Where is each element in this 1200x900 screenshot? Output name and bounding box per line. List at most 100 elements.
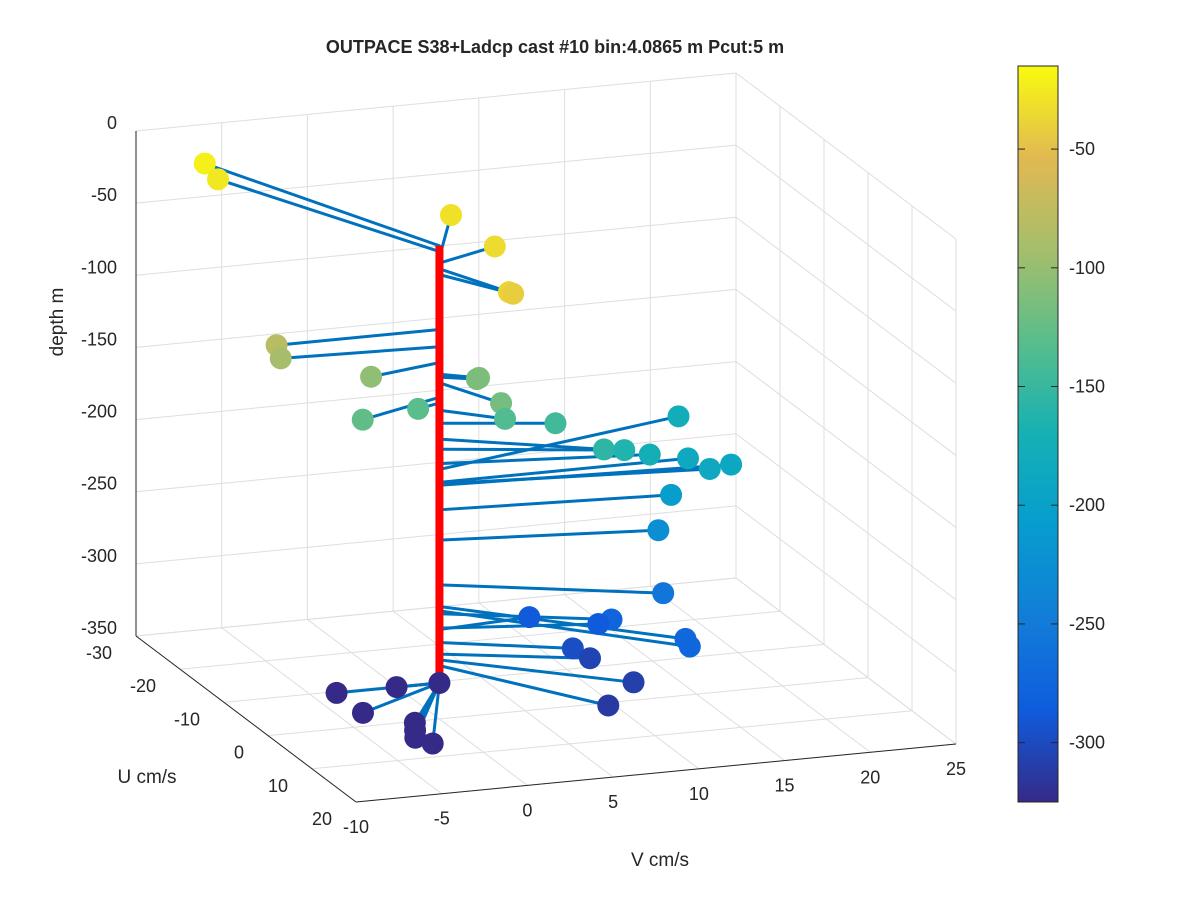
- axes-grid: [135, 72, 957, 803]
- back-wall-gridline-z: [135, 144, 737, 204]
- velocity-vector-line: [275, 327, 441, 347]
- velocity-marker: [465, 368, 488, 391]
- velocity-vector-line: [437, 664, 610, 707]
- velocity-marker: [677, 447, 699, 470]
- velocity-marker: [597, 694, 620, 717]
- velocity-vector-line: [437, 463, 733, 487]
- x-axis-line: [355, 743, 957, 803]
- colorbar-tick-label: -150: [1069, 377, 1105, 397]
- z-tick-label: -200: [81, 402, 117, 422]
- velocity-marker: [544, 412, 567, 435]
- velocity-marker: [587, 613, 610, 636]
- velocity-marker: [667, 405, 690, 428]
- velocity-marker: [622, 671, 645, 694]
- velocity-marker: [483, 235, 506, 258]
- floor-gridline-u: [267, 677, 869, 737]
- y-axis-line: [135, 635, 357, 803]
- plot-area: [193, 152, 743, 755]
- velocity-vector-line: [437, 604, 687, 641]
- velocity-vector-line: [361, 681, 441, 715]
- velocity-vector-line: [437, 528, 660, 542]
- colorbar: -50 -100 -150 -200 -250 -300: [1017, 65, 1105, 803]
- velocity-marker: [385, 676, 408, 699]
- z-tick-label: -250: [81, 474, 117, 494]
- z-tick-label: -150: [81, 329, 117, 349]
- velocity-marker: [720, 453, 743, 476]
- y-tick-label: -30: [86, 643, 112, 663]
- chart-title: OUTPACE S38+Ladcp cast #10 bin:4.0865 m …: [326, 37, 784, 57]
- floor-gridline-v: [392, 610, 614, 778]
- right-wall-gridline-z: [735, 289, 957, 456]
- back-wall-gridline-z: [135, 72, 737, 132]
- colorbar-tick-label: -200: [1069, 495, 1105, 515]
- y-tick-label: 0: [234, 743, 244, 763]
- velocity-marker: [502, 282, 525, 305]
- z-tick-label: -50: [91, 185, 117, 205]
- velocity-marker: [678, 635, 701, 658]
- y-tick-label: -20: [130, 676, 156, 696]
- velocity-marker: [351, 408, 374, 431]
- velocity-vector-line: [437, 408, 507, 421]
- z-tick-label: -100: [81, 257, 117, 277]
- velocity-marker: [404, 726, 427, 749]
- x-tick-label: -10: [343, 817, 369, 837]
- velocity-marker: [360, 365, 383, 388]
- velocity-marker: [325, 681, 348, 704]
- floor-gridline-v: [221, 627, 443, 795]
- y-tick-label: 10: [268, 776, 288, 796]
- velocity-marker: [592, 438, 615, 461]
- velocity-vector-line: [203, 162, 441, 248]
- velocity-marker: [638, 443, 661, 466]
- velocity-vector-line: [437, 622, 600, 630]
- x-tick-label: 20: [860, 767, 880, 787]
- x-tick-label: 10: [689, 784, 709, 804]
- colorbar-strip: [1017, 65, 1059, 803]
- floor-gridline-u: [311, 710, 913, 770]
- velocity-marker: [613, 439, 636, 462]
- x-tick-label: 15: [775, 776, 795, 796]
- z-axis-label: depth m: [47, 288, 68, 357]
- velocity-vector-line: [437, 609, 692, 649]
- velocity-marker: [647, 519, 670, 542]
- velocity-vector-line: [437, 615, 531, 632]
- x-axis-label: V cm/s: [631, 850, 689, 871]
- velocity-marker: [440, 203, 463, 226]
- colorbar-tick-label: -50: [1069, 139, 1095, 159]
- floor-gridline-v: [649, 585, 871, 753]
- velocity-vector-line: [361, 395, 441, 422]
- right-wall-gridline-z: [735, 361, 957, 528]
- x-tick-label: 25: [946, 759, 966, 779]
- velocity-marker: [660, 483, 683, 506]
- right-wall-gridline-z: [735, 433, 957, 601]
- z-tick-label: -300: [81, 546, 117, 566]
- velocity-vector-line: [437, 414, 681, 471]
- velocity-marker: [421, 732, 444, 755]
- velocity-marker: [193, 152, 216, 175]
- velocity-vector-line: [369, 361, 441, 379]
- velocity-vector-line: [437, 437, 606, 451]
- colorbar-tick-label: -100: [1069, 258, 1105, 278]
- velocity-marker: [518, 606, 541, 629]
- velocity-marker: [269, 347, 292, 370]
- velocity-vector-line: [437, 641, 575, 650]
- right-wall-gridline-z: [735, 577, 957, 745]
- floor-gridline-v: [307, 619, 528, 786]
- velocity-vector-line: [216, 177, 441, 254]
- colorbar-tick-label: -300: [1069, 733, 1105, 753]
- z-tick-label: 0: [107, 113, 117, 133]
- velocity-marker: [351, 701, 374, 724]
- right-wall-gridline-z: [735, 505, 957, 673]
- colorbar-tick-label: -250: [1069, 614, 1105, 634]
- floor-gridline-u: [223, 643, 825, 703]
- floor-gridline-v: [478, 602, 700, 770]
- velocity-vector-line: [437, 652, 592, 660]
- x-tick-label: 0: [522, 800, 532, 820]
- y-axis-label: U cm/s: [117, 767, 176, 788]
- velocity-vector-line: [279, 345, 441, 360]
- right-wall-gridline-z: [735, 216, 957, 384]
- right-wall-gridline-z: [735, 144, 957, 312]
- velocity-marker: [698, 457, 721, 480]
- axes-ticks: -10 -5 0 5 10 15 20 25-30-20-10010200-50-100-15…: [81, 113, 966, 837]
- right-wall-gridline-z: [735, 72, 957, 240]
